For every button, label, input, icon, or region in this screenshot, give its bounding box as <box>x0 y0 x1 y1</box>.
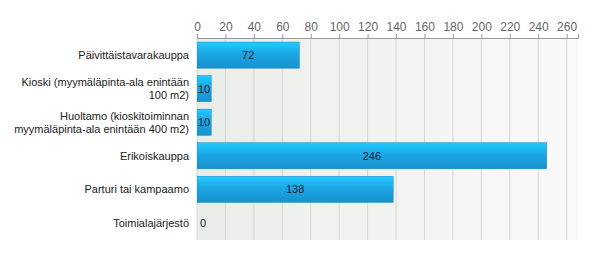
category-labels: Päivittäistavarakauppa Kioski (myymäläpin… <box>14 49 190 229</box>
label-line: Kioski (myymäläpinta-ala enintään <box>21 76 189 88</box>
bar <box>197 109 211 135</box>
bars <box>197 42 547 202</box>
tick: 60 <box>276 20 290 38</box>
grid-line <box>396 38 397 240</box>
label-line: Toimialajärjestö <box>113 217 189 229</box>
category-label: Parturi tai kampaamo <box>84 183 189 195</box>
data-label: 138 <box>286 183 304 195</box>
grid-line <box>566 38 567 240</box>
tick-mark <box>197 34 198 38</box>
data-label: 0 <box>200 217 206 229</box>
grid-line <box>339 38 340 240</box>
tick: 140 <box>387 20 407 38</box>
data-label: 72 <box>242 49 254 61</box>
tick-mark <box>510 34 511 38</box>
grid-line <box>538 38 539 240</box>
tick-mark <box>567 34 568 38</box>
tick-mark <box>339 34 340 38</box>
tick-label: 120 <box>358 20 378 34</box>
tick-mark <box>368 34 369 38</box>
bar <box>197 210 198 236</box>
tick: 220 <box>500 20 520 38</box>
grid-line <box>509 38 510 240</box>
bar <box>197 76 211 102</box>
grid-line <box>481 38 482 240</box>
tick: 200 <box>472 20 492 38</box>
label-line: Huoltamo (kioskitoiminnan <box>60 110 189 122</box>
tick: 40 <box>248 20 262 38</box>
x-axis: 0 20 40 60 80 100 120 140 160 180 200 220 240 260 <box>194 20 578 39</box>
tick-mark <box>282 34 283 38</box>
category-label: Kioski (myymäläpinta-ala enintään100 m2) <box>21 76 189 101</box>
data-label: 10 <box>198 83 210 95</box>
tick-label: 100 <box>330 20 350 34</box>
tick: 120 <box>358 20 378 38</box>
tick-label: 80 <box>305 20 319 34</box>
tick-label: 260 <box>557 20 577 34</box>
bar <box>197 42 299 68</box>
bar <box>197 143 547 169</box>
chart: 0204060801001201401601802002202402607210… <box>0 0 600 262</box>
data-label: 10 <box>198 116 210 128</box>
plot-background <box>197 38 578 240</box>
grid <box>197 38 567 240</box>
data-label: 246 <box>363 150 381 162</box>
tick: 240 <box>529 20 549 38</box>
label-line: Erikoiskauppa <box>120 150 190 162</box>
tick-label: 180 <box>443 20 463 34</box>
tick-label: 20 <box>219 20 233 34</box>
tick: 0 <box>194 20 201 38</box>
tick: 80 <box>305 20 319 38</box>
tick-label: 220 <box>500 20 520 34</box>
grid-line <box>367 38 368 240</box>
grid-line <box>452 38 453 240</box>
tick-label: 240 <box>529 20 549 34</box>
bar <box>197 176 393 202</box>
tick: 260 <box>557 20 577 38</box>
tick-label: 140 <box>387 20 407 34</box>
axis-line <box>198 34 579 39</box>
tick: 100 <box>330 20 350 38</box>
tick-mark <box>396 34 397 38</box>
tick: 20 <box>219 20 233 38</box>
tick-mark <box>453 34 454 38</box>
tick: 180 <box>443 20 463 38</box>
plot: 0204060801001201401601802002202402607210… <box>194 20 578 240</box>
tick-label: 60 <box>276 20 290 34</box>
category-label: Erikoiskauppa <box>120 150 190 162</box>
tick-mark <box>481 34 482 38</box>
tick: 160 <box>415 20 435 38</box>
category-label: Toimialajärjestö <box>113 217 189 229</box>
tick-label: 200 <box>472 20 492 34</box>
data-labels: 72 10 10 246 138 0 <box>198 49 381 229</box>
category-label: Päivittäistavarakauppa <box>78 49 190 61</box>
tick-label: 160 <box>415 20 435 34</box>
tick-mark <box>311 34 312 38</box>
label-line: myymäläpinta-ala enintään 400 m2) <box>14 123 189 135</box>
grid-line <box>310 38 311 240</box>
label-line: Päivittäistavarakauppa <box>78 49 190 61</box>
grid-line <box>424 38 425 240</box>
tick-label: 40 <box>248 20 262 34</box>
tick-mark <box>254 34 255 38</box>
tick-mark <box>424 34 425 38</box>
tick-mark <box>538 34 539 38</box>
category-label: Huoltamo (kioskitoiminnanmyymäläpinta-al… <box>14 110 189 135</box>
label-line: 100 m2) <box>149 89 189 101</box>
tick-mark <box>225 34 226 38</box>
tick-label: 0 <box>194 20 201 34</box>
label-line: Parturi tai kampaamo <box>84 183 189 195</box>
